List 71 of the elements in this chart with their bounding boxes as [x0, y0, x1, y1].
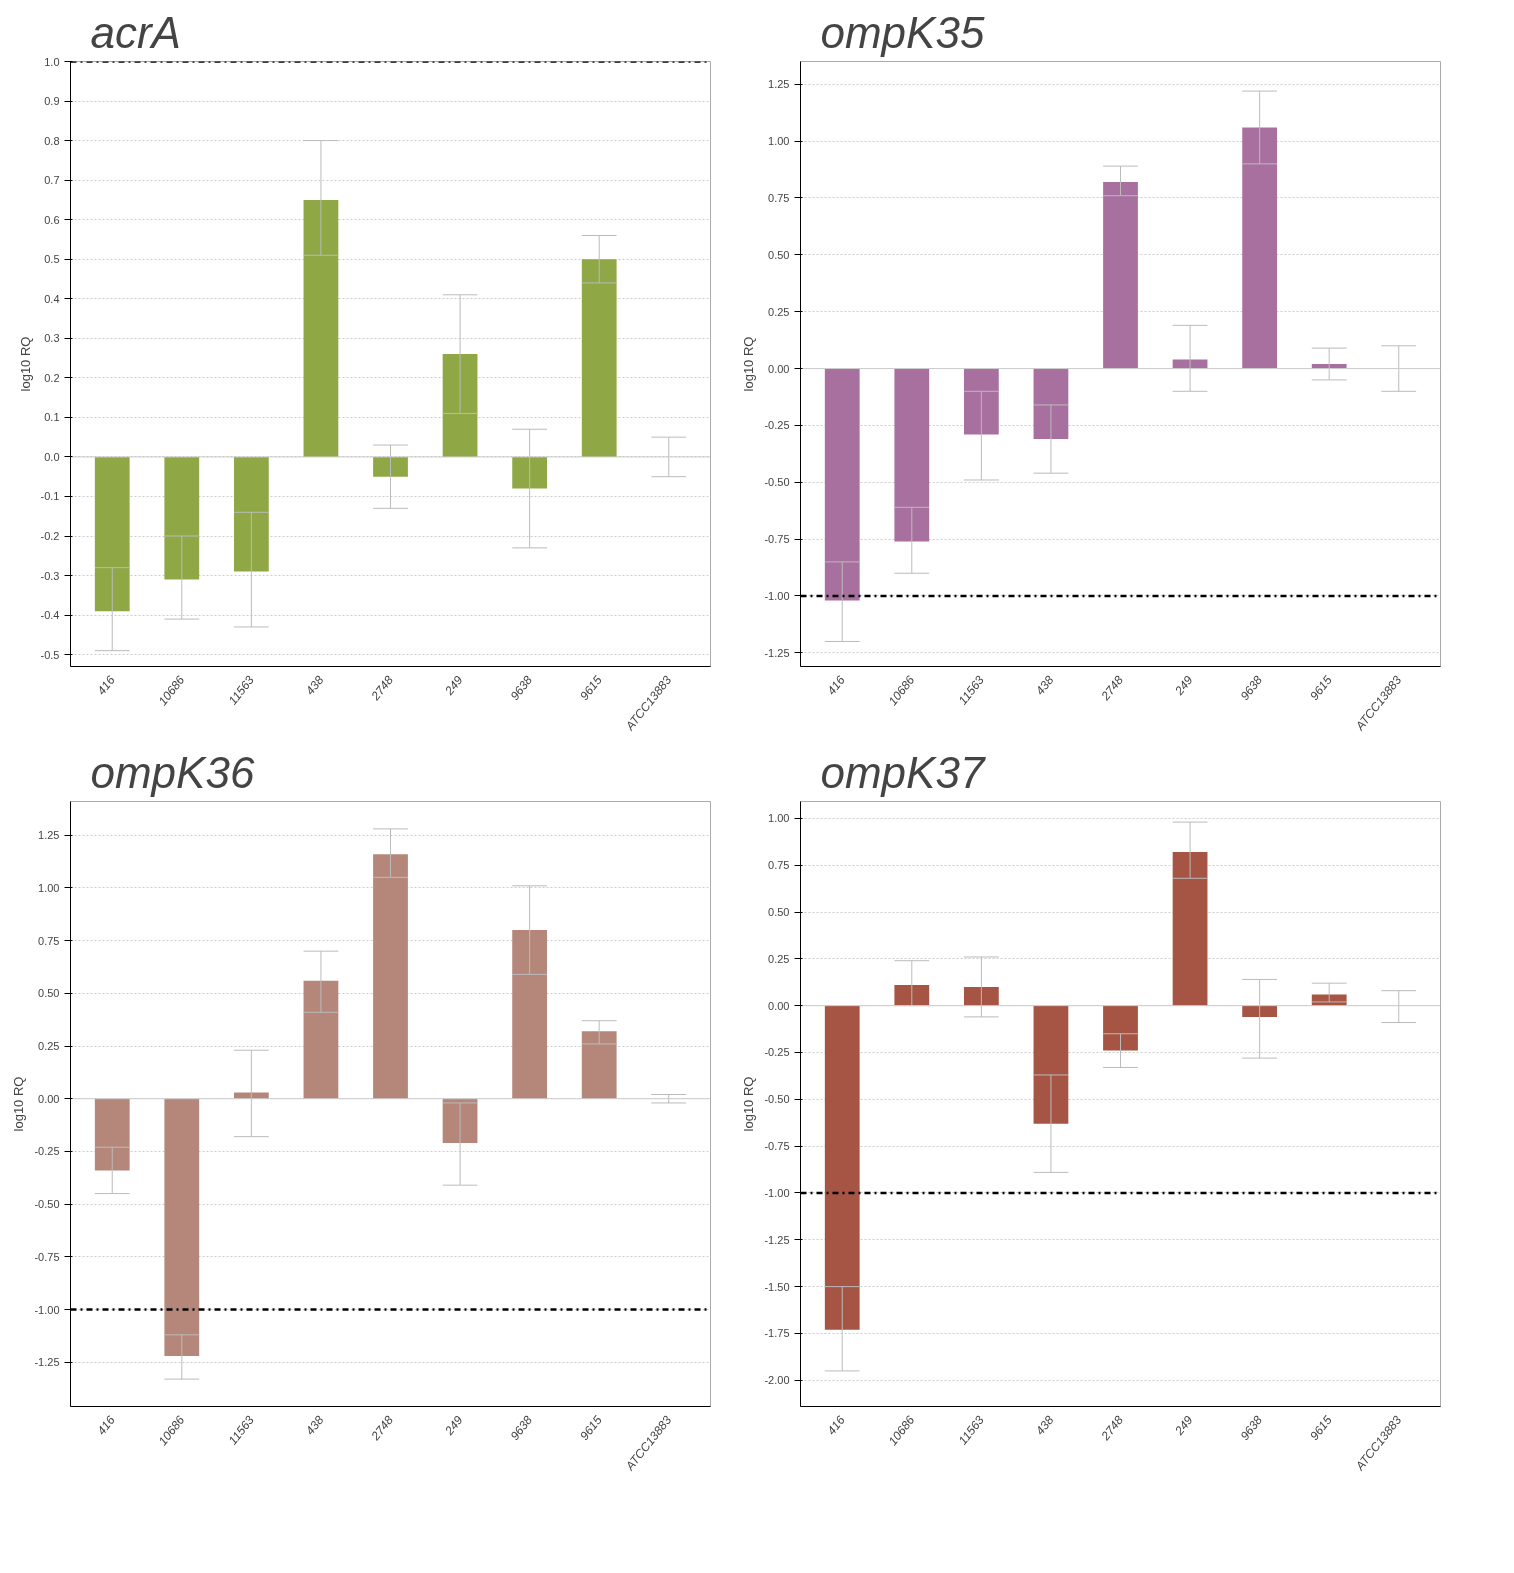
chart-title: acrA: [90, 7, 181, 57]
y-tick-label: -1.75: [764, 1327, 790, 1340]
x-tick-label: 438: [1033, 1412, 1057, 1438]
y-tick-label: -0.25: [764, 1046, 790, 1059]
y-tick-label: 0.75: [768, 191, 790, 204]
y-tick-label: 0.6: [44, 213, 60, 226]
chart-title: ompK36: [90, 747, 255, 797]
y-tick-label: -0.1: [40, 490, 60, 503]
y-axis-title: log10 RQ: [17, 336, 33, 392]
y-tick-label: -1.25: [764, 646, 790, 659]
y-tick-label: -0.25: [764, 419, 790, 432]
y-axis-title: log10 RQ: [11, 1076, 27, 1132]
x-tick-label: 438: [1033, 672, 1057, 698]
x-tick-label: 416: [824, 672, 848, 698]
y-tick-label: -0.50: [764, 476, 790, 489]
y-tick-label: -2.00: [764, 1374, 790, 1387]
y-tick-label: 0.50: [768, 906, 790, 919]
y-tick-label: 1.25: [38, 829, 60, 842]
y-tick-label: -1.50: [764, 1280, 790, 1293]
x-tick-label: 416: [824, 1412, 848, 1438]
chart-title: ompK37: [820, 747, 986, 797]
y-tick-label: -0.25: [34, 1145, 60, 1158]
y-tick-label: 0.00: [768, 362, 790, 375]
y-tick-label: 0.25: [768, 305, 790, 318]
y-tick-label: 1.00: [768, 812, 790, 825]
x-tick-label: 416: [94, 1412, 118, 1438]
y-tick-label: -1.00: [764, 589, 790, 602]
y-tick-label: -0.4: [40, 609, 60, 622]
y-tick-label: -0.50: [34, 1198, 60, 1211]
y-tick-label: 1.00: [38, 881, 60, 894]
y-tick-label: 0.1: [44, 411, 60, 424]
y-tick-label: 0.3: [44, 332, 60, 345]
y-tick-label: -0.75: [764, 1140, 790, 1153]
y-tick-label: -0.75: [34, 1250, 60, 1263]
chart-title: ompK35: [820, 7, 985, 57]
y-tick-label: -0.5: [40, 648, 60, 661]
y-tick-label: 0.00: [38, 1092, 60, 1105]
y-tick-label: 0.25: [38, 1040, 60, 1053]
y-axis-title: log10 RQ: [741, 1076, 757, 1132]
x-tick-label: 249: [1171, 1412, 1196, 1439]
y-tick-label: -1.00: [764, 1186, 790, 1199]
y-tick-label: 1.0: [44, 55, 60, 68]
y-tick-label: 0.4: [44, 292, 60, 305]
y-tick-label: 0.00: [768, 999, 790, 1012]
y-tick-label: -0.2: [40, 530, 60, 543]
y-tick-label: 0.0: [44, 450, 60, 463]
y-tick-label: 0.75: [38, 934, 60, 947]
y-tick-label: 1.25: [768, 78, 790, 91]
y-tick-label: -1.25: [34, 1356, 60, 1369]
y-tick-label: 1.00: [768, 135, 790, 148]
x-tick-label: 249: [441, 672, 466, 699]
y-tick-label: 0.9: [44, 95, 60, 108]
x-tick-label: 249: [1171, 672, 1196, 699]
y-tick-label: 0.50: [768, 248, 790, 261]
y-tick-label: -1.25: [764, 1233, 790, 1246]
x-tick-label: 416: [94, 672, 118, 698]
y-tick-label: -0.75: [764, 533, 790, 546]
y-tick-label: -0.3: [40, 569, 60, 582]
x-tick-label: 438: [303, 1412, 327, 1438]
x-tick-label: 438: [303, 672, 327, 698]
y-tick-label: 0.7: [44, 174, 60, 187]
y-axis-title: log10 RQ: [741, 336, 757, 392]
y-tick-label: 0.2: [44, 371, 60, 384]
y-tick-label: 0.5: [44, 253, 60, 266]
y-tick-label: 0.75: [768, 859, 790, 872]
y-tick-label: -0.50: [764, 1093, 790, 1106]
y-tick-label: -1.00: [34, 1303, 60, 1316]
y-tick-label: 0.25: [768, 952, 790, 965]
x-tick-label: 249: [441, 1412, 466, 1439]
y-tick-label: 0.8: [44, 134, 60, 147]
y-tick-label: 0.50: [38, 987, 60, 1000]
